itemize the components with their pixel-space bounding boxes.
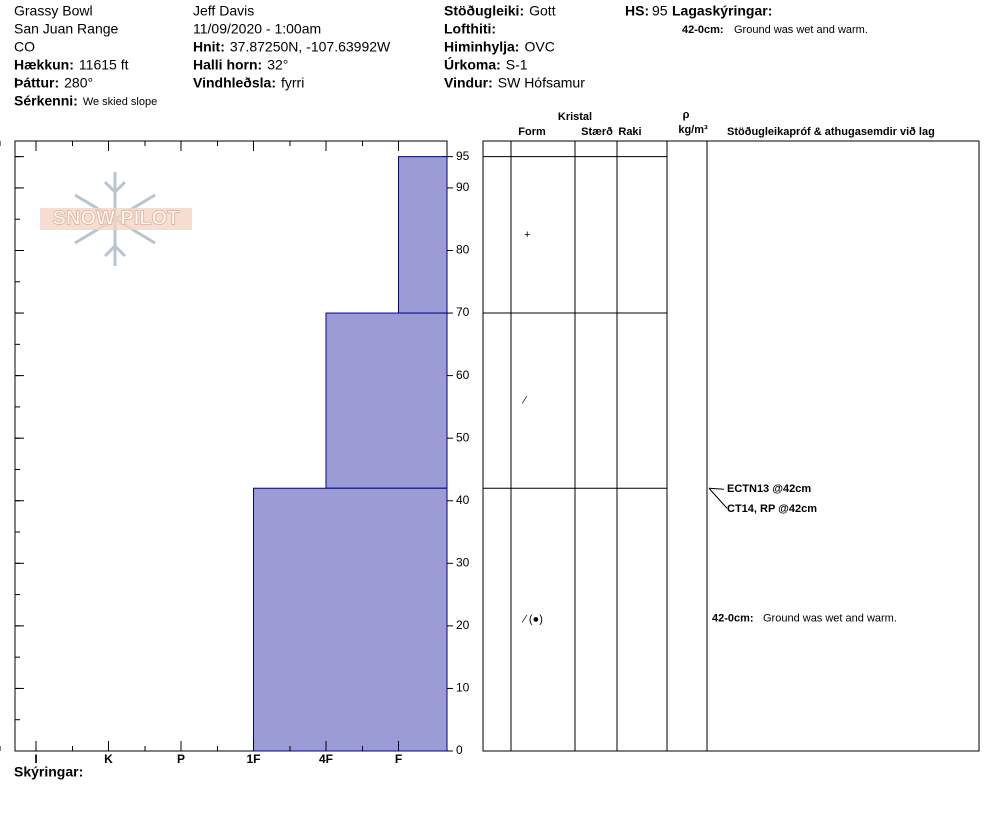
field-label: Stöðugleiki: [444,3,524,19]
field-label: Himinhylja: [444,39,519,55]
comment-range: 42-0cm: [712,613,754,625]
y-tick-label: 10 [456,681,470,695]
col-header: Form [518,126,546,138]
y-tick-label: 90 [456,180,470,194]
y-tick-label: 30 [456,555,470,569]
field-value: 280° [64,75,93,91]
field-value: Gott [529,3,556,19]
notes-text: Ground was wet and warm. [734,24,868,36]
logo-text: SNOW PILOT [53,207,180,229]
y-tick-label: 20 [456,618,470,632]
y-tick-label: 40 [456,493,470,507]
col-header: Kristal [558,111,592,123]
y-tick-label: 50 [456,430,470,444]
field-value: SW Hófsamur [498,75,585,91]
col-header: ρ [683,109,690,121]
x-tick-label: I [34,752,37,766]
test-label: CT14, RP @42cm [727,503,817,515]
header-text: 11/09/2020 - 1:00am [193,21,321,37]
hardness-bar [253,487,448,752]
y-tick-label: 80 [456,243,470,257]
logo: SNOW PILOT [40,172,192,266]
x-tick-label: 4F [319,752,333,766]
test-arrow [708,487,725,490]
x-tick-label: 1F [246,752,260,766]
comment-text: Ground was wet and warm. [763,613,897,625]
hardness-bar [398,156,448,314]
x-tick-label: P [177,752,185,766]
header-text: CO [14,39,35,55]
field-label: Vindur: [444,75,493,91]
field-label: Þáttur: [14,75,59,91]
field-value: 37.87250N, -107.63992W [230,39,391,55]
hs-value: 95 [652,3,668,19]
notes-range: 42-0cm: [682,24,724,36]
field-label: Hnit: [193,39,225,55]
field-label: Úrkoma: [444,56,501,73]
test-label: ECTN13 @42cm [727,483,811,495]
test-arrow [708,487,728,509]
header-text: Jeff Davis [193,3,254,19]
field-value: We skied slope [83,96,157,108]
header-text: San Juan Range [14,21,119,37]
hardness-bar [325,312,448,489]
x-tick-label: F [395,752,402,766]
y-tick-label: 0 [456,743,463,757]
y-tick-label: 60 [456,368,470,382]
col-header: Raki [618,126,641,138]
field-value: OVC [524,39,554,55]
y-tick-label: 95 [456,149,470,163]
grain-form: ⁄ [521,395,528,407]
field-value: 11615 ft [79,57,129,73]
x-tick-label: K [104,752,113,766]
footer-label: Skýringar: [14,764,83,780]
notes-label: Lagaskýringar: [672,3,772,19]
field-label: Vindhleðsla: [193,75,276,91]
field-label: Lofthiti: [444,21,496,37]
col-header: kg/m³ [678,124,708,136]
field-label: Halli horn: [193,57,262,73]
header-text: Grassy Bowl [14,3,93,19]
field-label: Hækkun: [14,57,74,73]
y-tick-label: 70 [456,305,470,319]
grain-form: + [524,229,530,241]
field-value: S-1 [506,57,528,73]
hs-label: HS: [625,3,649,19]
table-frame [482,140,980,752]
field-value: 32° [267,57,288,73]
field-label: Sérkenni: [14,93,78,109]
col-header: Stöðugleikapróf & athugasemdir við lag [727,126,935,138]
grain-form: ⁄ (●) [521,614,543,626]
col-header: Stærð [581,126,613,138]
field-value: fyrri [281,75,304,91]
